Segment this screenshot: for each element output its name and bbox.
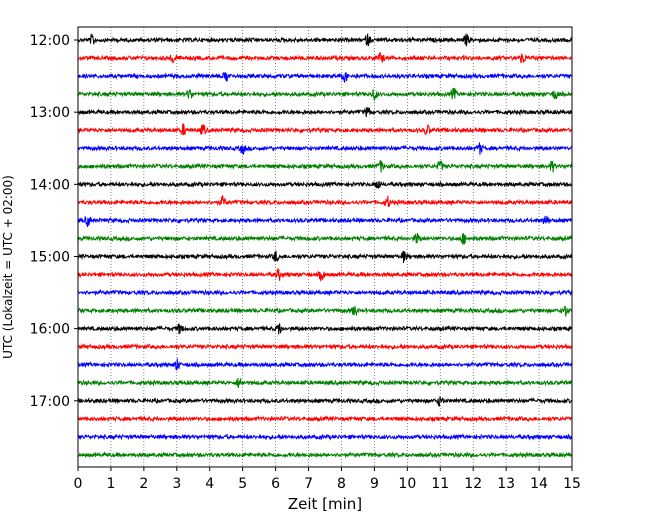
trace-1445 [77, 232, 573, 245]
trace-1200 [77, 33, 573, 47]
trace-1600 [77, 323, 573, 335]
trace-1230 [77, 72, 573, 84]
x-tick-label: 13 [497, 476, 515, 492]
x-tick-label: 12 [464, 476, 482, 492]
trace-1730 [77, 432, 573, 441]
y-tick-label: 13:00 [30, 105, 70, 121]
x-tick-label: 7 [304, 476, 313, 492]
trace-1630 [77, 358, 573, 371]
x-tick-label: 1 [106, 476, 115, 492]
trace-1545 [77, 305, 573, 317]
trace-1645 [77, 378, 573, 389]
x-tick-label: 15 [563, 476, 581, 492]
y-axis-label: UTC (Lokalzeit = UTC + 02:00) [1, 175, 15, 359]
trace-1745 [77, 451, 573, 459]
x-tick-label: 11 [431, 476, 449, 492]
x-tick-label: 0 [74, 476, 83, 492]
trace-1430 [77, 215, 573, 228]
y-tick-label: 16:00 [30, 322, 70, 338]
y-tick-label: 17:00 [30, 394, 70, 410]
trace-1500 [77, 250, 573, 263]
trace-1515 [77, 267, 573, 282]
trace-1315 [77, 122, 573, 136]
trace-1245 [77, 87, 573, 101]
plot-frame [77, 26, 573, 468]
x-tick-label: 5 [238, 476, 247, 492]
x-tick-label: 9 [370, 476, 379, 492]
trace-1215 [77, 52, 573, 64]
x-tick-label: 14 [530, 476, 548, 492]
trace-1615 [77, 342, 573, 351]
y-tick-label: 14:00 [30, 177, 70, 193]
y-tick-label: 12:00 [30, 33, 70, 49]
trace-1700 [77, 396, 573, 407]
trace-1330 [77, 142, 573, 155]
trace-1530 [77, 288, 573, 297]
x-axis-label: Zeit [min] [288, 495, 362, 513]
traces [77, 33, 573, 459]
x-tick-label: 4 [205, 476, 214, 492]
x-tick-label: 3 [172, 476, 181, 492]
x-tick-label: 8 [337, 476, 346, 492]
ticks: 0 1 2 3 4 5 6 7 8 9 10 11 12 13 14 1512:0013:0014:0015:… [30, 33, 581, 492]
trace-1715 [77, 415, 573, 423]
grid [110, 27, 540, 467]
trace-1415 [77, 195, 573, 207]
y-tick-label: 15:00 [30, 249, 70, 265]
trace-1300 [77, 106, 573, 118]
trace-1345 [77, 159, 573, 173]
trace-1400 [77, 180, 573, 189]
x-tick-label: 6 [271, 476, 280, 492]
x-tick-label: 10 [398, 476, 416, 492]
x-tick-label: 2 [139, 476, 148, 492]
